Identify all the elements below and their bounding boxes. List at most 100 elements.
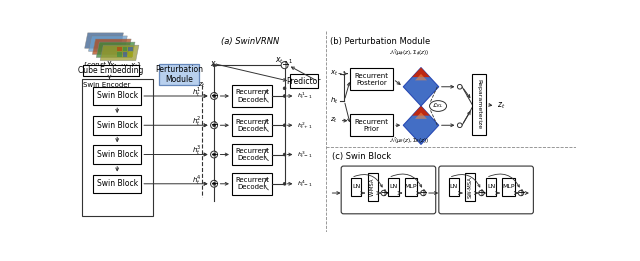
Text: $z_t$: $z_t$ — [198, 81, 205, 90]
Polygon shape — [412, 106, 430, 116]
Text: $h_t^2$: $h_t^2$ — [192, 115, 202, 128]
Text: $\mathcal{N}(\mu_\theta(z), \Sigma_\theta(z))$: $\mathcal{N}(\mu_\theta(z), \Sigma_\thet… — [389, 135, 429, 145]
FancyBboxPatch shape — [232, 85, 272, 107]
Circle shape — [284, 182, 286, 185]
Text: $\{const, x_1, \cdots, x_t\}$: $\{const, x_1, \cdots, x_t\}$ — [83, 60, 143, 71]
FancyBboxPatch shape — [367, 173, 378, 201]
FancyBboxPatch shape — [351, 115, 393, 136]
Circle shape — [281, 62, 288, 69]
Polygon shape — [415, 74, 427, 80]
Text: $x_{t-1}$: $x_{t-1}$ — [275, 56, 294, 67]
FancyBboxPatch shape — [388, 178, 399, 196]
Text: $\mathcal{L}_{KL}$: $\mathcal{L}_{KL}$ — [433, 102, 444, 110]
Text: +: + — [477, 188, 486, 198]
FancyBboxPatch shape — [93, 87, 141, 105]
Circle shape — [212, 153, 216, 156]
FancyBboxPatch shape — [159, 64, 199, 85]
FancyBboxPatch shape — [93, 145, 141, 164]
Text: Swin Block: Swin Block — [97, 92, 138, 100]
Text: Recurrent
Decoder: Recurrent Decoder — [235, 177, 269, 190]
Text: Recurrent
Decoder: Recurrent Decoder — [235, 119, 269, 132]
Text: +: + — [210, 120, 218, 130]
Text: Recurrent
Prior: Recurrent Prior — [355, 119, 388, 132]
Text: Recurrent
Decoder: Recurrent Decoder — [235, 90, 269, 103]
Text: $h_t$: $h_t$ — [330, 96, 339, 106]
Polygon shape — [100, 45, 139, 61]
FancyBboxPatch shape — [232, 173, 272, 194]
Text: $h_{t+1}^2$: $h_{t+1}^2$ — [297, 120, 312, 131]
FancyBboxPatch shape — [351, 178, 362, 196]
Circle shape — [212, 182, 216, 185]
Polygon shape — [123, 52, 127, 57]
Text: (b) Perturbation Module: (b) Perturbation Module — [330, 37, 431, 46]
Text: Perturbation
Module: Perturbation Module — [155, 65, 204, 84]
Text: Swin Block: Swin Block — [97, 150, 138, 159]
Text: +: + — [210, 91, 218, 101]
Text: +: + — [210, 150, 218, 159]
FancyBboxPatch shape — [83, 65, 139, 76]
Text: Recurrent
Decoder: Recurrent Decoder — [235, 148, 269, 161]
Text: $z_t$: $z_t$ — [497, 101, 505, 111]
Circle shape — [284, 153, 286, 156]
Text: MLP: MLP — [502, 184, 515, 189]
Polygon shape — [123, 47, 127, 51]
Circle shape — [212, 64, 216, 67]
Text: $x_t$: $x_t$ — [209, 60, 219, 70]
Text: $z_t$: $z_t$ — [330, 116, 338, 125]
Text: $x_{t-1}$: $x_{t-1}$ — [330, 69, 348, 78]
Polygon shape — [117, 47, 122, 51]
FancyBboxPatch shape — [232, 144, 272, 165]
FancyBboxPatch shape — [232, 115, 272, 136]
Text: $h_{t-1}^3$: $h_{t-1}^3$ — [297, 149, 312, 160]
Text: Swin Block: Swin Block — [97, 121, 138, 130]
Text: +: + — [380, 188, 388, 198]
Circle shape — [420, 190, 426, 196]
FancyBboxPatch shape — [486, 178, 496, 196]
Polygon shape — [88, 36, 127, 51]
Text: W-MSA: W-MSA — [370, 177, 375, 196]
Text: Predictor: Predictor — [287, 77, 321, 86]
FancyBboxPatch shape — [93, 175, 141, 193]
Text: (a) SwinVRNN: (a) SwinVRNN — [221, 37, 280, 46]
Text: $h_t^4$: $h_t^4$ — [192, 173, 202, 187]
Text: LN: LN — [352, 184, 360, 189]
Text: Swin Block: Swin Block — [97, 179, 138, 188]
Polygon shape — [84, 33, 124, 48]
FancyBboxPatch shape — [449, 178, 459, 196]
Text: Reparameterize: Reparameterize — [477, 79, 482, 129]
Circle shape — [458, 123, 462, 128]
Polygon shape — [415, 112, 427, 119]
Text: (c) Swin Block: (c) Swin Block — [332, 152, 391, 161]
Circle shape — [284, 124, 286, 127]
Text: Swin Encoder: Swin Encoder — [83, 82, 131, 88]
FancyBboxPatch shape — [404, 178, 417, 196]
Circle shape — [211, 180, 218, 187]
FancyBboxPatch shape — [472, 74, 486, 135]
Text: +: + — [210, 179, 218, 189]
FancyBboxPatch shape — [502, 178, 515, 196]
Circle shape — [211, 93, 218, 99]
Circle shape — [211, 151, 218, 158]
Text: LN: LN — [389, 184, 397, 189]
Text: $h_t^1$: $h_t^1$ — [192, 85, 202, 99]
Text: Cube Embedding: Cube Embedding — [78, 66, 144, 75]
Polygon shape — [128, 52, 132, 57]
Polygon shape — [403, 106, 439, 145]
Circle shape — [381, 190, 387, 196]
Ellipse shape — [429, 101, 447, 111]
Polygon shape — [96, 42, 135, 57]
Polygon shape — [403, 68, 439, 106]
Text: $\mathcal{N}(\mu_\phi(z), \Sigma_\phi(z))$: $\mathcal{N}(\mu_\phi(z), \Sigma_\phi(z)… — [389, 48, 429, 60]
Circle shape — [479, 190, 484, 196]
FancyBboxPatch shape — [465, 173, 476, 201]
FancyBboxPatch shape — [81, 79, 153, 216]
FancyBboxPatch shape — [93, 116, 141, 134]
Text: $h_{t-1}^1$: $h_{t-1}^1$ — [297, 91, 312, 102]
Text: $h_{t-1}^4$: $h_{t-1}^4$ — [297, 178, 312, 189]
Circle shape — [212, 95, 216, 97]
Circle shape — [284, 87, 286, 90]
Circle shape — [284, 95, 286, 97]
Polygon shape — [92, 39, 131, 55]
Circle shape — [211, 122, 218, 129]
Text: +: + — [419, 188, 428, 198]
